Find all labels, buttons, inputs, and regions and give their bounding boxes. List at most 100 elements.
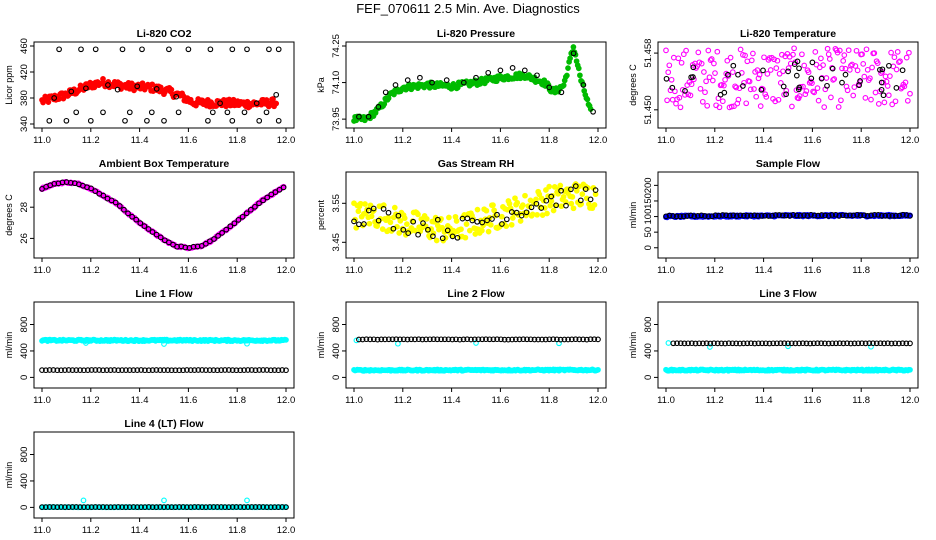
data-point bbox=[42, 367, 49, 374]
data-point bbox=[878, 86, 885, 93]
data-point bbox=[214, 504, 221, 510]
data-point bbox=[498, 336, 504, 343]
data-point bbox=[702, 89, 708, 96]
data-point bbox=[415, 211, 421, 218]
series-2-5-min-average bbox=[351, 181, 599, 244]
data-point bbox=[756, 71, 763, 78]
data-point bbox=[801, 212, 807, 218]
x-tick-label: 11.6 bbox=[180, 395, 198, 406]
y-tick-label: 800 bbox=[643, 317, 654, 333]
data-point bbox=[121, 206, 127, 213]
data-point bbox=[123, 367, 129, 373]
data-point bbox=[579, 191, 586, 197]
data-point bbox=[207, 46, 214, 53]
x-tick-label: 11.0 bbox=[33, 395, 51, 406]
data-point bbox=[902, 79, 909, 86]
data-point bbox=[168, 504, 175, 510]
data-point bbox=[565, 65, 571, 71]
y-tick-label: 0 bbox=[19, 375, 30, 380]
data-point bbox=[484, 217, 490, 224]
data-point bbox=[792, 340, 799, 347]
chart-title: Line 4 (LT) Flow bbox=[124, 418, 204, 430]
data-point bbox=[815, 97, 822, 104]
data-point bbox=[539, 336, 545, 343]
data-point bbox=[818, 212, 825, 218]
data-point bbox=[903, 340, 910, 347]
data-point bbox=[826, 56, 833, 62]
data-point bbox=[763, 94, 770, 100]
data-point bbox=[548, 193, 555, 200]
data-point bbox=[766, 340, 773, 347]
data-point bbox=[157, 504, 164, 510]
data-point bbox=[400, 336, 407, 343]
data-point bbox=[740, 212, 747, 219]
data-point bbox=[697, 85, 704, 92]
data-point bbox=[100, 109, 106, 116]
x-tick-label: 11.4 bbox=[755, 395, 773, 406]
data-point bbox=[706, 74, 713, 81]
x-tick-label: 12.0 bbox=[589, 265, 608, 276]
data-point bbox=[840, 340, 847, 347]
data-point bbox=[740, 340, 747, 347]
data-point bbox=[780, 83, 787, 90]
data-point bbox=[881, 340, 887, 347]
x-tick-label: 11.2 bbox=[82, 525, 100, 536]
data-point bbox=[456, 336, 463, 343]
data-point bbox=[542, 336, 549, 343]
data-point bbox=[678, 59, 685, 66]
data-point bbox=[844, 87, 851, 94]
data-point bbox=[907, 340, 913, 347]
data-point bbox=[279, 504, 286, 510]
data-point bbox=[81, 504, 87, 510]
chart-title: Sample Flow bbox=[756, 158, 821, 170]
data-point bbox=[785, 68, 791, 75]
x-tick-label: 11.8 bbox=[228, 395, 246, 406]
series-diagnostic bbox=[39, 367, 289, 374]
data-point bbox=[483, 207, 490, 214]
data-point bbox=[533, 200, 540, 207]
x-tick-label: 11.0 bbox=[33, 265, 51, 276]
data-point bbox=[176, 504, 183, 510]
data-point bbox=[420, 220, 426, 226]
x-tick-label: 11.6 bbox=[804, 265, 822, 276]
data-point bbox=[683, 47, 689, 54]
data-point bbox=[142, 504, 148, 510]
y-axis-label: percent bbox=[316, 199, 326, 230]
chart-title: Ambient Box Temperature bbox=[99, 158, 230, 170]
x-tick-label: 11.8 bbox=[540, 265, 558, 276]
data-point bbox=[818, 75, 825, 82]
data-point bbox=[790, 51, 796, 58]
data-point bbox=[812, 49, 819, 55]
y-tick-label: 74.25 bbox=[331, 34, 342, 58]
data-point bbox=[391, 204, 398, 211]
data-point bbox=[123, 504, 129, 510]
plot-frame bbox=[33, 41, 295, 129]
figure-title: FEF_070611 2.5 Min. Ave. Diagnostics bbox=[356, 1, 580, 16]
data-point bbox=[810, 340, 817, 347]
x-tick-label: 11.2 bbox=[394, 395, 412, 406]
data-point bbox=[485, 69, 492, 76]
data-point bbox=[757, 103, 764, 109]
data-point bbox=[785, 340, 791, 347]
data-point bbox=[229, 117, 236, 124]
series-diagnostic bbox=[356, 50, 596, 120]
data-point bbox=[279, 367, 286, 373]
data-point bbox=[62, 504, 68, 510]
data-point bbox=[516, 336, 523, 343]
data-point bbox=[219, 230, 225, 236]
data-point bbox=[785, 343, 791, 350]
data-point bbox=[487, 221, 494, 228]
data-point bbox=[859, 340, 865, 347]
data-point bbox=[50, 504, 57, 510]
data-point bbox=[570, 44, 577, 50]
data-point bbox=[164, 367, 171, 373]
data-point bbox=[92, 46, 99, 53]
data-point bbox=[142, 367, 148, 374]
data-point bbox=[709, 213, 715, 220]
data-point bbox=[92, 188, 99, 194]
data-point bbox=[567, 55, 573, 62]
y-tick-label: 73.95 bbox=[331, 107, 342, 131]
data-point bbox=[494, 336, 500, 343]
data-point bbox=[58, 504, 64, 510]
x-tick-label: 11.2 bbox=[82, 395, 100, 406]
